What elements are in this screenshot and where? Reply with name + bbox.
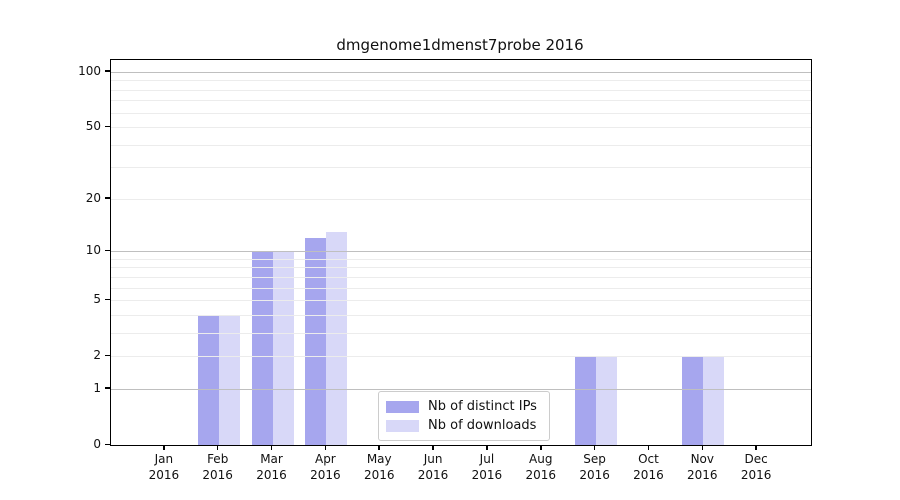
- y-tick-mark-2: [105, 354, 110, 357]
- bar-downloads-nov: [703, 356, 725, 445]
- y-tick-label-2: 2: [93, 348, 101, 363]
- x-tick-label-aug: Aug 2016: [525, 452, 557, 482]
- bar-distinct-ips-feb: [197, 314, 219, 445]
- legend-swatch-downloads-icon: [386, 419, 419, 432]
- x-tick-label-feb: Feb 2016: [202, 452, 233, 482]
- x-tick-label-dec: Dec 2016: [740, 452, 772, 482]
- gridline-minor-20: [111, 198, 811, 200]
- gridline-minor-30: [111, 167, 811, 169]
- x-tick-label-oct: Oct 2016: [633, 452, 664, 482]
- gridline-minor-2: [111, 356, 811, 358]
- x-tick-mark-oct: [647, 445, 650, 450]
- x-tick-mark-dec: [755, 445, 757, 450]
- y-tick-label-0: 0: [93, 437, 101, 451]
- x-tick-label-may: May 2016: [363, 452, 395, 482]
- legend-label-distinct-ips: Nb of distinct IPs: [428, 399, 537, 414]
- gridline-minor-7: [111, 276, 811, 278]
- x-tick-mark-jan: [163, 445, 165, 450]
- bar-distinct-ips-mar: [251, 251, 273, 445]
- bar-distinct-ips-nov: [682, 356, 704, 445]
- x-tick-mark-sep: [593, 445, 596, 450]
- gridline-minor-4: [111, 314, 811, 316]
- y-tick-label-10: 10: [85, 243, 101, 258]
- x-tick-mark-feb: [216, 445, 219, 450]
- bar-downloads-feb: [218, 314, 240, 445]
- legend: Nb of distinct IPs Nb of downloads: [378, 391, 550, 441]
- gridline-minor-90: [111, 80, 811, 82]
- legend-item-distinct-ips: Nb of distinct IPs: [386, 397, 537, 416]
- legend-swatch-distinct-ips-icon: [386, 400, 419, 413]
- x-tick-label-sep: Sep 2016: [579, 452, 610, 482]
- y-tick-label-5: 5: [93, 292, 101, 307]
- gridline-minor-60: [111, 112, 811, 114]
- y-tick-mark-0: [105, 443, 110, 445]
- x-tick-mark-apr: [324, 445, 327, 450]
- gridline-minor-50: [111, 127, 811, 129]
- gridline-major-100: [111, 71, 811, 73]
- gridline-major-10: [111, 251, 811, 253]
- bar-downloads-mar: [272, 251, 294, 445]
- y-tick-mark-100: [105, 70, 110, 72]
- x-tick-label-apr: Apr 2016: [310, 452, 341, 482]
- gridline-minor-40: [111, 144, 811, 146]
- y-tick-mark-50: [105, 125, 110, 128]
- bar-distinct-ips-sep: [574, 356, 596, 445]
- y-tick-label-50: 50: [85, 119, 101, 134]
- legend-item-downloads: Nb of downloads: [386, 416, 537, 435]
- x-tick-mark-jul: [486, 445, 488, 450]
- x-tick-mark-nov: [701, 445, 704, 450]
- y-tick-label-100: 100: [78, 63, 101, 78]
- gridline-minor-5: [111, 300, 811, 302]
- y-tick-label-20: 20: [85, 190, 101, 205]
- x-tick-label-jun: Jun 2016: [417, 452, 449, 482]
- y-tick-label-1: 1: [93, 380, 101, 395]
- legend-label-downloads: Nb of downloads: [428, 418, 537, 433]
- x-tick-label-mar: Mar 2016: [256, 452, 287, 482]
- y-tick-mark-20: [105, 197, 110, 199]
- gridline-minor-9: [111, 258, 811, 260]
- y-tick-mark-5: [105, 298, 110, 301]
- bar-downloads-sep: [595, 356, 617, 445]
- x-tick-mark-aug: [540, 445, 542, 450]
- x-tick-label-nov: Nov 2016: [687, 452, 718, 482]
- gridline-minor-8: [111, 267, 811, 269]
- x-tick-mark-may: [378, 445, 380, 450]
- gridline-minor-3: [111, 332, 811, 334]
- bar-distinct-ips-apr: [305, 237, 327, 445]
- chart-title: dmgenome1dmenst7probe 2016: [336, 36, 584, 54]
- x-tick-mark-mar: [270, 445, 273, 450]
- x-tick-label-jan: Jan 2016: [148, 452, 180, 482]
- gridline-minor-6: [111, 287, 811, 289]
- bar-downloads-apr: [326, 231, 348, 445]
- x-tick-mark-jun: [432, 445, 434, 450]
- y-tick-mark-10: [105, 249, 110, 252]
- gridline-minor-80: [111, 89, 811, 91]
- y-tick-mark-1: [105, 387, 110, 389]
- x-tick-label-jul: Jul 2016: [471, 452, 503, 482]
- gridline-major-1: [111, 388, 811, 390]
- plot-area: Nb of distinct IPs Nb of downloads: [110, 59, 812, 446]
- gridline-minor-70: [111, 100, 811, 102]
